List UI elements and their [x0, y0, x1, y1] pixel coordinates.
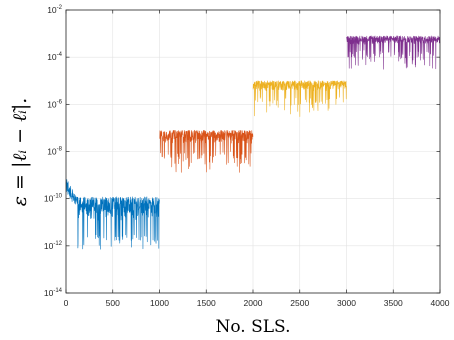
ticks [65, 9, 441, 294]
x-tick-label: 2500 [290, 298, 309, 308]
x-tick-labels: 0 500 1000 1500 2000 2500 3000 3500 4000 [64, 298, 450, 308]
y-axis-label: ε = |ℓᵢ − ℓ̃ᵢ|. [9, 98, 31, 207]
series-1-line [65, 179, 160, 250]
y-tick-label: 10-2 [47, 5, 62, 15]
series-layer [65, 35, 441, 250]
x-tick-label: 3000 [337, 298, 356, 308]
x-tick-label: 1500 [197, 298, 216, 308]
y-tick-label: 10-10 [44, 194, 63, 204]
series-2-line [159, 129, 254, 173]
x-tick-label: 3500 [384, 298, 403, 308]
x-tick-label: 0 [64, 298, 69, 308]
y-tick-label: 10-12 [44, 241, 63, 251]
x-tick-label: 4000 [431, 298, 450, 308]
y-tick-label: 10-14 [44, 288, 63, 298]
series-3-line [252, 80, 347, 117]
x-tick-label: 500 [106, 298, 120, 308]
y-tick-label: 10-8 [47, 147, 62, 157]
series-4-line [346, 35, 441, 70]
x-tick-label: 2000 [244, 298, 263, 308]
y-tick-label: 10-6 [47, 99, 62, 109]
x-axis-label: No. SLS. [216, 317, 291, 337]
y-tick-labels: 10-14 10-12 10-10 10-8 10-6 10-4 10-2 [44, 5, 63, 298]
x-tick-label: 1000 [150, 298, 169, 308]
y-tick-label: 10-4 [47, 52, 62, 62]
